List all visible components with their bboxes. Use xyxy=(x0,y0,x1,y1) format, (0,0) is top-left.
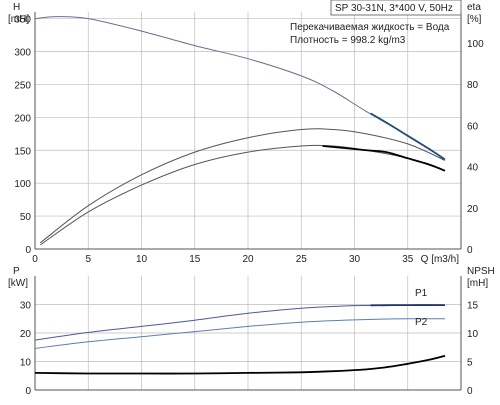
y-left-axis-unit: [kW] xyxy=(8,278,28,289)
y-right-tick-label: 100 xyxy=(467,39,484,50)
y-left-tick-label: 250 xyxy=(14,80,31,91)
y-left-tick-label: 300 xyxy=(14,48,31,59)
y-left-tick-label: 150 xyxy=(14,146,31,157)
y-left-tick-label: 0 xyxy=(25,386,31,397)
y-left-tick-label: 30 xyxy=(20,301,32,312)
y-left-axis-title: H xyxy=(13,2,20,13)
y-right-axis-unit: [mH] xyxy=(467,278,488,289)
y-left-tick-label: 50 xyxy=(20,212,32,223)
series-line-3 xyxy=(40,145,445,245)
y-left-tick-label: 200 xyxy=(14,113,31,124)
x-tick-label: 25 xyxy=(296,254,308,265)
y-left-axis-title: P xyxy=(13,266,20,277)
y-left-axis-unit: [mH] xyxy=(8,14,29,25)
power-npsh-chart: 0 10 20 30 0 5 10 15 P[kW] NPSH[mH] P1 P2 xyxy=(8,266,495,397)
series-line-3 xyxy=(35,356,445,374)
x-tick-label: 15 xyxy=(189,254,201,265)
x-tick-label: 30 xyxy=(349,254,361,265)
y-right-tick-label: 10 xyxy=(467,329,479,340)
y-left-tick-label: 100 xyxy=(14,179,31,190)
x-tick-label: 20 xyxy=(242,254,254,265)
y-left-tick-label: 0 xyxy=(25,245,31,256)
series-label-p1: P1 xyxy=(415,288,428,299)
series-line-0 xyxy=(35,305,445,340)
y-right-tick-label: 80 xyxy=(467,80,479,91)
y-right-tick-label: 0 xyxy=(467,386,473,397)
series-line-2 xyxy=(35,319,445,349)
y-right-axis-unit: [%] xyxy=(467,14,482,25)
fluid-annotation: Плотность = 998.2 kg/m3 xyxy=(290,35,406,46)
y-left-tick-label: 20 xyxy=(20,329,32,340)
y-right-tick-label: 15 xyxy=(467,301,479,312)
series-line-4 xyxy=(323,146,445,171)
chart-title: SP 30-31N, 3*400 V, 50Hz xyxy=(335,3,453,14)
y-left-tick-label: 10 xyxy=(20,358,32,369)
y-right-axis-title: NPSH xyxy=(467,266,495,277)
series-line-2 xyxy=(40,129,445,243)
x-tick-label: 35 xyxy=(402,254,414,265)
y-right-tick-label: 60 xyxy=(467,121,479,132)
y-right-tick-label: 40 xyxy=(467,163,479,174)
y-right-tick-label: 5 xyxy=(467,358,473,369)
fluid-annotation: Перекачиваемая жидкость = Вода xyxy=(290,22,450,33)
x-tick-label: 10 xyxy=(136,254,148,265)
y-right-tick-label: 0 xyxy=(467,245,473,256)
x-tick-label: 5 xyxy=(85,254,91,265)
y-right-axis-title: eta xyxy=(467,2,481,13)
y-right-tick-label: 20 xyxy=(467,204,479,215)
series-label-p2: P2 xyxy=(415,317,428,328)
x-axis-title: Q [m3/h] xyxy=(421,254,460,265)
x-tick-label: 0 xyxy=(32,254,38,265)
